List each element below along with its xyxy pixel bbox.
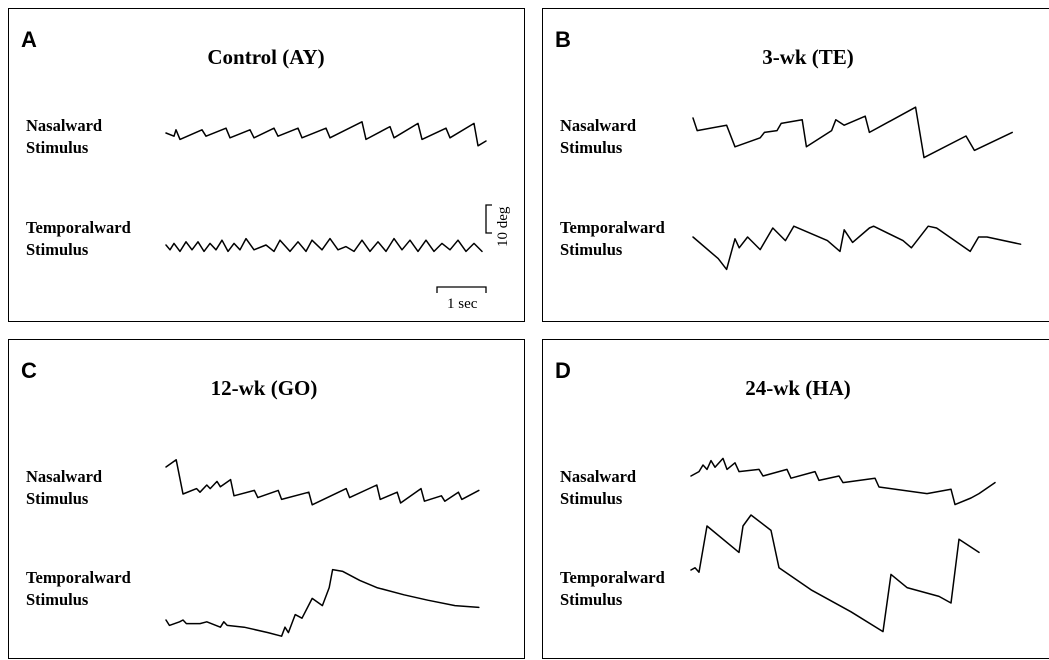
temporal-label-line1: Temporalward <box>560 568 665 587</box>
trace-nasal <box>165 121 487 147</box>
trace-nasal <box>692 106 1013 159</box>
trace-temporal <box>165 237 483 253</box>
horizontal-scale-label: 1 sec <box>447 296 478 312</box>
panel-letter: A <box>21 27 37 52</box>
panel-letter: C <box>21 358 37 383</box>
nasal-label-line1: Nasalward <box>560 116 637 135</box>
vertical-scale-bar <box>485 204 492 234</box>
panel-letter: D <box>555 358 571 383</box>
nasal-label: Nasalward Stimulus <box>26 115 102 159</box>
panel-b: B 3-wk (TE) Nasalward Stimulus Temporalw… <box>542 8 1049 322</box>
trace-temporal <box>692 225 1022 271</box>
plot-area <box>690 457 996 633</box>
nasal-label: Nasalward Stimulus <box>26 466 102 510</box>
temporal-label-line2: Stimulus <box>26 240 89 259</box>
nasal-label: Nasalward Stimulus <box>560 466 636 510</box>
panel-d: D 24-wk (HA) Nasalward Stimulus Temporal… <box>542 339 1049 659</box>
nasal-label: Nasalward Stimulus <box>560 115 636 159</box>
horizontal-scale-bar <box>436 286 487 293</box>
temporal-label-line2: Stimulus <box>26 590 89 609</box>
nasal-label-line1: Nasalward <box>560 467 637 486</box>
temporal-label-line1: Temporalward <box>560 218 665 237</box>
trace-nasal <box>690 457 996 506</box>
nasal-label-line1: Nasalward <box>26 467 103 486</box>
panel-c: C 12-wk (GO) Nasalward Stimulus Temporal… <box>8 339 525 659</box>
panel-letter: B <box>555 27 571 52</box>
plot-area <box>165 121 492 293</box>
panel-title: 3-wk (TE) <box>762 45 854 69</box>
plot-area <box>165 459 480 637</box>
nasal-label-line2: Stimulus <box>26 489 89 508</box>
temporal-label-line1: Temporalward <box>26 568 131 587</box>
panel-title: Control (AY) <box>207 45 325 69</box>
panel-a: A Control (AY) Nasalward Stimulus Tempor… <box>8 8 525 322</box>
panel-title: 12-wk (GO) <box>210 376 318 400</box>
temporal-label: Temporalward Stimulus <box>560 567 665 611</box>
trace-nasal <box>165 459 480 506</box>
plot-area <box>692 106 1022 271</box>
temporal-label-line1: Temporalward <box>26 218 131 237</box>
nasal-label-line2: Stimulus <box>26 138 89 157</box>
nasal-label-line2: Stimulus <box>560 489 623 508</box>
temporal-label: Temporalward Stimulus <box>26 217 131 261</box>
nasal-label-line1: Nasalward <box>26 116 103 135</box>
temporal-label-line2: Stimulus <box>560 590 623 609</box>
trace-temporal <box>690 514 980 633</box>
panel-title: 24-wk (HA) <box>745 376 851 400</box>
trace-temporal <box>165 568 480 637</box>
temporal-label: Temporalward Stimulus <box>560 217 665 261</box>
temporal-label-line2: Stimulus <box>560 240 623 259</box>
nasal-label-line2: Stimulus <box>560 138 623 157</box>
vertical-scale-label: 10 deg <box>495 206 511 247</box>
temporal-label: Temporalward Stimulus <box>26 567 131 611</box>
